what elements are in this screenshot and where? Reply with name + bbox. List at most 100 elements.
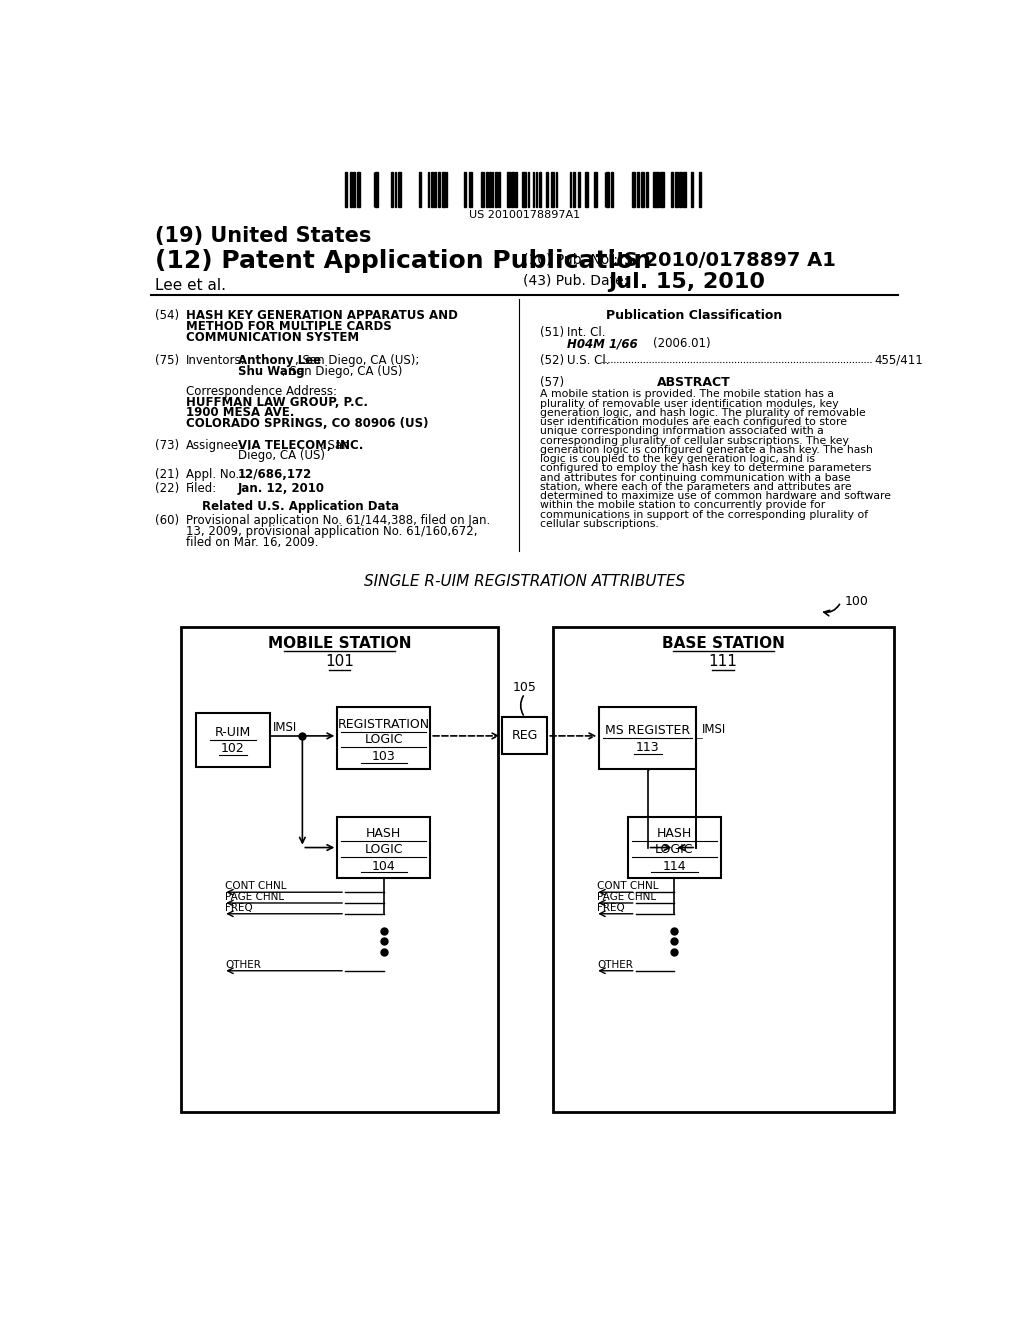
Bar: [503, 718, 547, 755]
Bar: [428, 172, 429, 207]
Bar: [671, 172, 673, 207]
Text: REGISTRATION: REGISTRATION: [338, 718, 430, 731]
Text: PAGE CHNL: PAGE CHNL: [225, 892, 284, 903]
Text: IMSI: IMSI: [702, 723, 726, 737]
Bar: [641, 172, 644, 207]
Bar: [391, 172, 393, 207]
Text: Anthony Lee: Anthony Lee: [238, 354, 322, 367]
Bar: [480, 172, 483, 207]
Bar: [599, 708, 696, 770]
Bar: [551, 172, 554, 207]
Text: 114: 114: [663, 859, 686, 873]
Text: 113: 113: [636, 741, 659, 754]
Bar: [507, 172, 510, 207]
Text: user identification modules are each configured to store: user identification modules are each con…: [541, 417, 847, 428]
Text: generation logic is configured generate a hash key. The hash: generation logic is configured generate …: [541, 445, 873, 455]
Text: 104: 104: [372, 859, 395, 873]
Bar: [352, 172, 355, 207]
Text: (51): (51): [541, 326, 564, 339]
Bar: [660, 172, 664, 207]
Bar: [337, 817, 430, 878]
Text: Filed:: Filed:: [186, 482, 217, 495]
Text: LOGIC: LOGIC: [365, 733, 403, 746]
Bar: [679, 172, 682, 207]
Text: PAGE CHNL: PAGE CHNL: [597, 892, 656, 903]
Text: corresponding plurality of cellular subscriptions. The key: corresponding plurality of cellular subs…: [541, 436, 849, 446]
Text: Lee et al.: Lee et al.: [155, 277, 226, 293]
Text: BASE STATION: BASE STATION: [662, 636, 784, 651]
Text: filed on Mar. 16, 2009.: filed on Mar. 16, 2009.: [186, 536, 318, 549]
Text: Appl. No.:: Appl. No.:: [186, 469, 244, 480]
Text: OTHER: OTHER: [225, 960, 261, 970]
Bar: [445, 172, 447, 207]
Text: VIA TELECOM, INC.: VIA TELECOM, INC.: [238, 438, 364, 451]
Bar: [578, 172, 580, 207]
Text: Jan. 12, 2010: Jan. 12, 2010: [238, 482, 325, 495]
Text: (52): (52): [541, 354, 564, 367]
Text: LOGIC: LOGIC: [365, 842, 403, 855]
Bar: [496, 172, 497, 207]
Text: FREQ: FREQ: [597, 903, 625, 913]
Text: (43) Pub. Date:: (43) Pub. Date:: [523, 275, 629, 288]
Text: Int. Cl.: Int. Cl.: [567, 326, 606, 339]
Text: 101: 101: [326, 655, 354, 669]
Text: Jul. 15, 2010: Jul. 15, 2010: [608, 272, 766, 292]
Text: Related U.S. Application Data: Related U.S. Application Data: [202, 500, 398, 513]
Text: IMSI: IMSI: [273, 721, 297, 734]
Bar: [632, 172, 635, 207]
Bar: [197, 713, 270, 767]
Bar: [489, 172, 492, 207]
Text: 1900 MESA AVE.: 1900 MESA AVE.: [186, 407, 295, 420]
Text: 105: 105: [513, 681, 537, 693]
Bar: [522, 172, 525, 207]
Bar: [569, 172, 571, 207]
Text: communications in support of the corresponding plurality of: communications in support of the corresp…: [541, 510, 868, 520]
Bar: [180, 627, 499, 1111]
Text: , San Diego, CA (US);: , San Diego, CA (US);: [295, 354, 420, 367]
Text: HASH KEY GENERATION APPARATUS AND: HASH KEY GENERATION APPARATUS AND: [186, 309, 458, 322]
Text: REG: REG: [512, 730, 538, 742]
Text: configured to employ the hash key to determine parameters: configured to employ the hash key to det…: [541, 463, 871, 474]
Text: , San: , San: [321, 438, 350, 451]
Text: (12) Patent Application Publication: (12) Patent Application Publication: [155, 249, 651, 273]
Bar: [442, 172, 445, 207]
Bar: [690, 172, 693, 207]
Text: logic is coupled to the key generation logic, and is: logic is coupled to the key generation l…: [541, 454, 815, 465]
Bar: [611, 172, 613, 207]
Bar: [553, 627, 894, 1111]
Text: MS REGISTER: MS REGISTER: [605, 723, 690, 737]
Text: generation logic, and hash logic. The plurality of removable: generation logic, and hash logic. The pl…: [541, 408, 866, 418]
Text: 12/686,172: 12/686,172: [238, 469, 312, 480]
Bar: [628, 817, 721, 878]
Bar: [683, 172, 686, 207]
Bar: [337, 708, 430, 770]
Bar: [699, 172, 700, 207]
Bar: [572, 172, 575, 207]
Bar: [511, 172, 514, 207]
Bar: [420, 172, 421, 207]
Bar: [528, 172, 529, 207]
Text: (54): (54): [155, 309, 179, 322]
Bar: [357, 172, 359, 207]
Text: (73): (73): [155, 438, 179, 451]
Text: HASH: HASH: [367, 828, 401, 841]
Bar: [653, 172, 656, 207]
Text: (19) United States: (19) United States: [155, 226, 372, 246]
Text: Correspondence Address:: Correspondence Address:: [186, 385, 337, 397]
Bar: [375, 172, 378, 207]
Text: A mobile station is provided. The mobile station has a: A mobile station is provided. The mobile…: [541, 389, 835, 400]
Text: 455/411: 455/411: [874, 354, 923, 367]
Bar: [586, 172, 589, 207]
Text: Publication Classification: Publication Classification: [605, 309, 782, 322]
Bar: [431, 172, 432, 207]
Text: cellular subscriptions.: cellular subscriptions.: [541, 519, 659, 529]
Bar: [657, 172, 658, 207]
Text: Provisional application No. 61/144,388, filed on Jan.: Provisional application No. 61/144,388, …: [186, 515, 490, 527]
Text: LOGIC: LOGIC: [655, 842, 693, 855]
Text: Shu Wang: Shu Wang: [238, 364, 305, 378]
Bar: [486, 172, 488, 207]
Text: METHOD FOR MULTIPLE CARDS: METHOD FOR MULTIPLE CARDS: [186, 321, 392, 333]
Text: FREQ: FREQ: [225, 903, 253, 913]
Bar: [675, 172, 678, 207]
Bar: [515, 172, 517, 207]
